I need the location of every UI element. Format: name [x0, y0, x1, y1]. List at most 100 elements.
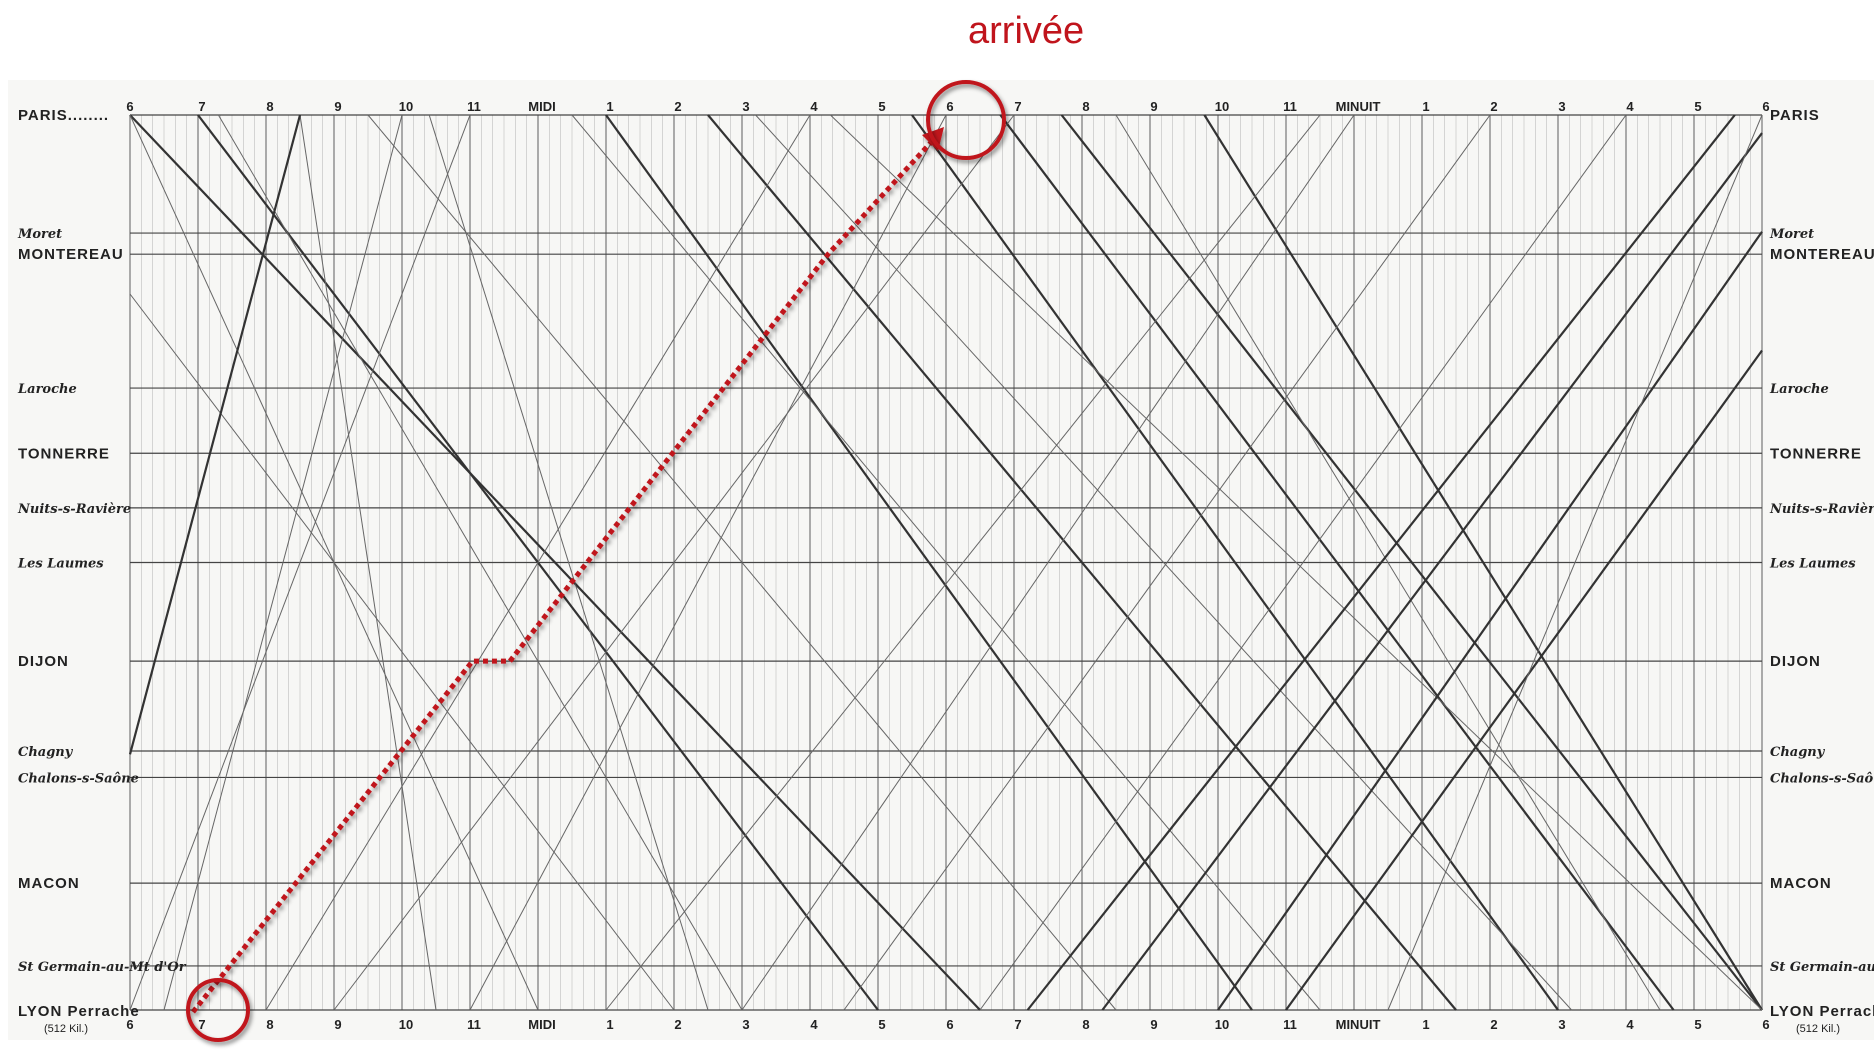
time-tick-bottom: 7 [198, 1017, 205, 1032]
train-line [843, 114, 1491, 1011]
time-tick-top: 9 [1150, 99, 1157, 114]
time-tick-bottom: 11 [1283, 1017, 1297, 1032]
time-tick-top: MIDI [528, 99, 555, 114]
time-tick-bottom: 6 [1762, 1017, 1769, 1032]
train-line [428, 114, 709, 1011]
time-tick-bottom: 4 [810, 1017, 818, 1032]
time-tick-top: 9 [334, 99, 341, 114]
station-label-right: Les Laumes [1769, 557, 1856, 572]
train-line [469, 114, 947, 1011]
station-label-left: TONNERRE [18, 445, 110, 462]
train-line [605, 114, 1321, 1011]
station-label-left: MACON [18, 875, 80, 892]
time-tick-top: 1 [606, 99, 613, 114]
end-circle-icon [926, 80, 1006, 160]
station-label-right: MACON [1770, 875, 1832, 892]
time-tick-top: 7 [1014, 99, 1021, 114]
train-line [217, 114, 743, 1011]
station-label-right: Chalons-s-Saône [1770, 771, 1874, 786]
time-tick-top: 2 [1490, 99, 1497, 114]
station-label-left: Chalons-s-Saône [18, 771, 139, 786]
time-tick-top: 5 [878, 99, 885, 114]
start-circle-icon [186, 978, 250, 1042]
train-line [299, 114, 437, 1011]
train-line [755, 114, 1572, 1011]
time-tick-bottom: 8 [266, 1017, 273, 1032]
time-tick-bottom: 10 [399, 1017, 413, 1032]
paper-background [8, 80, 1874, 1040]
train-line [1217, 231, 1763, 1011]
station-label-right: Laroche [1769, 382, 1829, 397]
station-labels: PARIS........ PARIS Moret Moret MONTEREAU MON… [17, 107, 1874, 1035]
time-tick-bottom: 9 [1150, 1017, 1157, 1032]
time-tick-bottom: MINUIT [1336, 1017, 1381, 1032]
time-tick-bottom: 5 [1694, 1017, 1701, 1032]
station-label-left: Moret [17, 227, 62, 242]
time-tick-top: 10 [399, 99, 413, 114]
train-lines [128, 114, 1763, 1011]
time-tick-top: 3 [742, 99, 749, 114]
train-line [1203, 114, 1763, 1011]
time-tick-bottom: 6 [946, 1017, 953, 1032]
time-tick-bottom: 5 [878, 1017, 885, 1032]
train-line [128, 114, 302, 755]
train-line [979, 114, 1627, 1011]
train-line [333, 114, 1015, 1011]
station-label-right: TONNERRE [1770, 445, 1862, 462]
station-label-right: Moret [1769, 227, 1814, 242]
time-tick-bottom: 2 [674, 1017, 681, 1032]
train-line [999, 114, 1675, 1011]
time-tick-top: 1 [1422, 99, 1429, 114]
train-line [129, 114, 981, 1011]
time-tick-bottom: 4 [1626, 1017, 1634, 1032]
time-tick-top: 8 [266, 99, 273, 114]
chart-paper [8, 80, 1874, 1040]
time-tick-bottom: 3 [742, 1017, 749, 1032]
time-tick-top: 3 [1558, 99, 1565, 114]
station-label-left: St Germain-au-Mt d'Or [18, 960, 187, 975]
time-tick-top: 2 [674, 99, 681, 114]
time-ticks: 6 7 8 9 10 11 MIDI 1 2 3 4 5 6 7 8 9 10 11 MINUIT 1 2 3 4 5 66 7 8… [126, 99, 1769, 1032]
time-tick-bottom: MIDI [528, 1017, 555, 1032]
time-tick-bottom: 9 [334, 1017, 341, 1032]
time-tick-bottom: 6 [126, 1017, 133, 1032]
train-line [129, 114, 471, 1011]
arrivee-label: arrivée [968, 10, 1085, 52]
train-line [1285, 349, 1763, 1011]
time-tick-top: 8 [1082, 99, 1089, 114]
lyon-distance-right: (512 Kil.) [1796, 1023, 1840, 1035]
time-tick-bottom: 8 [1082, 1017, 1089, 1032]
train-line [707, 114, 1457, 1011]
train-line [571, 114, 1321, 1011]
train-line [1060, 114, 1763, 1011]
time-tick-bottom: 3 [1558, 1017, 1565, 1032]
station-label-right: MONTEREAU [1770, 246, 1874, 263]
train-line [1387, 114, 1763, 1011]
station-label-left: DIJON [18, 653, 69, 670]
highlight-route-line [191, 135, 938, 1014]
station-label-right: PARIS [1770, 107, 1820, 124]
time-tick-top: 4 [810, 99, 818, 114]
station-label-left: MONTEREAU [18, 246, 124, 263]
time-tick-top: 6 [126, 99, 133, 114]
time-tick-top: 11 [467, 99, 481, 114]
time-tick-top: 7 [198, 99, 205, 114]
station-label-left: PARIS........ [18, 107, 109, 124]
time-tick-bottom: 11 [467, 1017, 481, 1032]
time-tick-bottom: 1 [1422, 1017, 1429, 1032]
lyon-distance-left: (512 Kil.) [44, 1023, 88, 1035]
train-line [367, 114, 1117, 1011]
station-label-right: LYON Perrache [1770, 1003, 1874, 1020]
station-label-left: Les Laumes [17, 557, 104, 572]
time-tick-top: 10 [1215, 99, 1229, 114]
time-tick-top: 5 [1694, 99, 1701, 114]
train-line [163, 114, 403, 1011]
train-line [1101, 132, 1763, 1011]
time-tick-bottom: 7 [1014, 1017, 1021, 1032]
time-tick-bottom: 1 [606, 1017, 613, 1032]
train-line [741, 114, 1355, 1011]
station-label-right: St Germain-au-Mt d'Or [1770, 960, 1874, 975]
highlighted-route [186, 80, 1006, 1042]
train-line [1115, 114, 1661, 1011]
station-label-left: LYON Perrache [18, 1003, 140, 1020]
